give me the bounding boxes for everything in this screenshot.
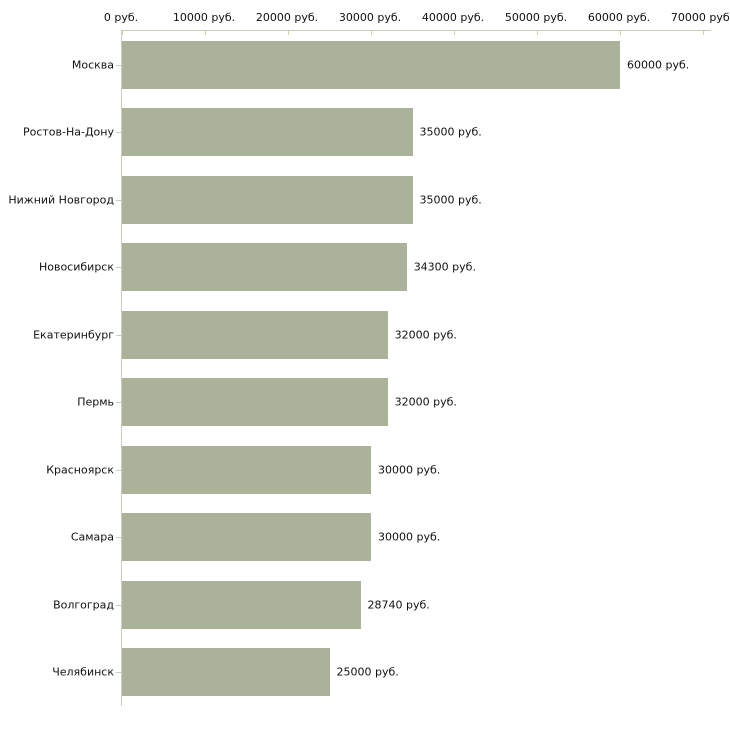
value-label: 60000 руб. xyxy=(627,58,690,72)
category-label: Нижний Новгород xyxy=(8,193,114,207)
x-axis-tick-mark xyxy=(703,30,704,35)
bar-row: Самара 30000 руб. xyxy=(71,504,711,572)
category-tick-mark xyxy=(116,402,122,404)
category-tick-mark xyxy=(116,604,122,606)
x-axis-tick-label: 10000 руб. xyxy=(172,11,236,24)
bar-row: Москва 60000 руб. xyxy=(72,31,711,99)
category-label: Москва xyxy=(71,58,114,72)
x-axis-tick-mark xyxy=(371,30,372,35)
bar xyxy=(122,175,413,224)
category-tick-mark xyxy=(116,469,122,471)
category-label: Волгоград xyxy=(53,598,114,612)
bar-row: Новосибирск 34300 руб. xyxy=(39,234,711,302)
category-label: Новосибирск xyxy=(38,260,114,274)
bar xyxy=(122,40,620,89)
x-axis-tick-mark xyxy=(537,30,538,35)
value-label: 35000 руб. xyxy=(419,193,482,207)
bar-row: Нижний Новгород 35000 руб. xyxy=(8,166,711,234)
x-axis-tick-label: 30000 руб. xyxy=(338,11,402,24)
x-axis-tick-mark xyxy=(205,30,206,35)
value-label: 28740 руб. xyxy=(367,598,430,612)
bar-row: Волгоград 28740 руб. xyxy=(53,571,711,639)
bar xyxy=(122,513,371,562)
x-axis: 0 руб. 10000 руб. 20000 руб. 30000 руб. 4000… xyxy=(104,11,730,25)
category-label: Ростов-На-Дону xyxy=(22,125,114,139)
category-tick-mark xyxy=(116,334,122,336)
category-tick-mark xyxy=(116,267,122,269)
x-axis-tick-label: 50000 руб. xyxy=(504,11,568,24)
x-axis-tick-label: 20000 руб. xyxy=(255,11,319,24)
bar-row: Челябинск 25000 руб. xyxy=(52,639,711,707)
x-axis-tick-mark xyxy=(288,30,289,35)
value-label: 30000 руб. xyxy=(378,530,441,544)
bar-rows: Москва 60000 руб. Ростов-На-Дону 35000 руб.… xyxy=(8,31,711,707)
bar-row: Екатеринбург 32000 руб. xyxy=(33,301,711,369)
x-axis-tick-mark xyxy=(620,30,621,35)
category-tick-mark xyxy=(116,132,122,134)
bar xyxy=(122,445,371,494)
bar xyxy=(122,108,413,157)
category-label: Красноярск xyxy=(46,463,114,477)
category-label: Челябинск xyxy=(52,665,114,679)
bar-row: Красноярск 30000 руб. xyxy=(46,436,711,504)
x-axis-tick-label: 0 руб. xyxy=(103,11,139,24)
bar xyxy=(122,648,330,697)
value-label: 35000 руб. xyxy=(419,125,482,139)
category-tick-mark xyxy=(116,672,122,674)
value-label: 30000 руб. xyxy=(378,463,441,477)
value-label: 34300 руб. xyxy=(413,260,476,274)
category-tick-mark xyxy=(116,199,122,201)
x-axis-tick-mark xyxy=(122,30,123,35)
category-label: Пермь xyxy=(77,395,114,409)
bar xyxy=(122,378,388,427)
value-label: 32000 руб. xyxy=(394,395,457,409)
category-label: Екатеринбург xyxy=(33,328,114,342)
x-axis-tick-label: 70000 руб. xyxy=(670,11,730,24)
x-axis-tick-label: 40000 руб. xyxy=(421,11,485,24)
value-label: 25000 руб. xyxy=(336,665,399,679)
bar-row: Ростов-На-Дону 35000 руб. xyxy=(23,99,711,167)
plot-area: Москва 60000 руб. Ростов-На-Дону 35000 руб.… xyxy=(8,30,711,707)
category-label: Самара xyxy=(70,530,114,544)
bar xyxy=(122,243,407,292)
bar-row: Пермь 32000 руб. xyxy=(77,369,711,437)
bar xyxy=(122,580,361,629)
category-tick-mark xyxy=(116,64,122,66)
bar xyxy=(122,310,388,359)
value-label: 32000 руб. xyxy=(394,328,457,342)
category-tick-mark xyxy=(116,537,122,539)
x-axis-tick-label: 60000 руб. xyxy=(587,11,651,24)
x-axis-tick-mark xyxy=(454,30,455,35)
